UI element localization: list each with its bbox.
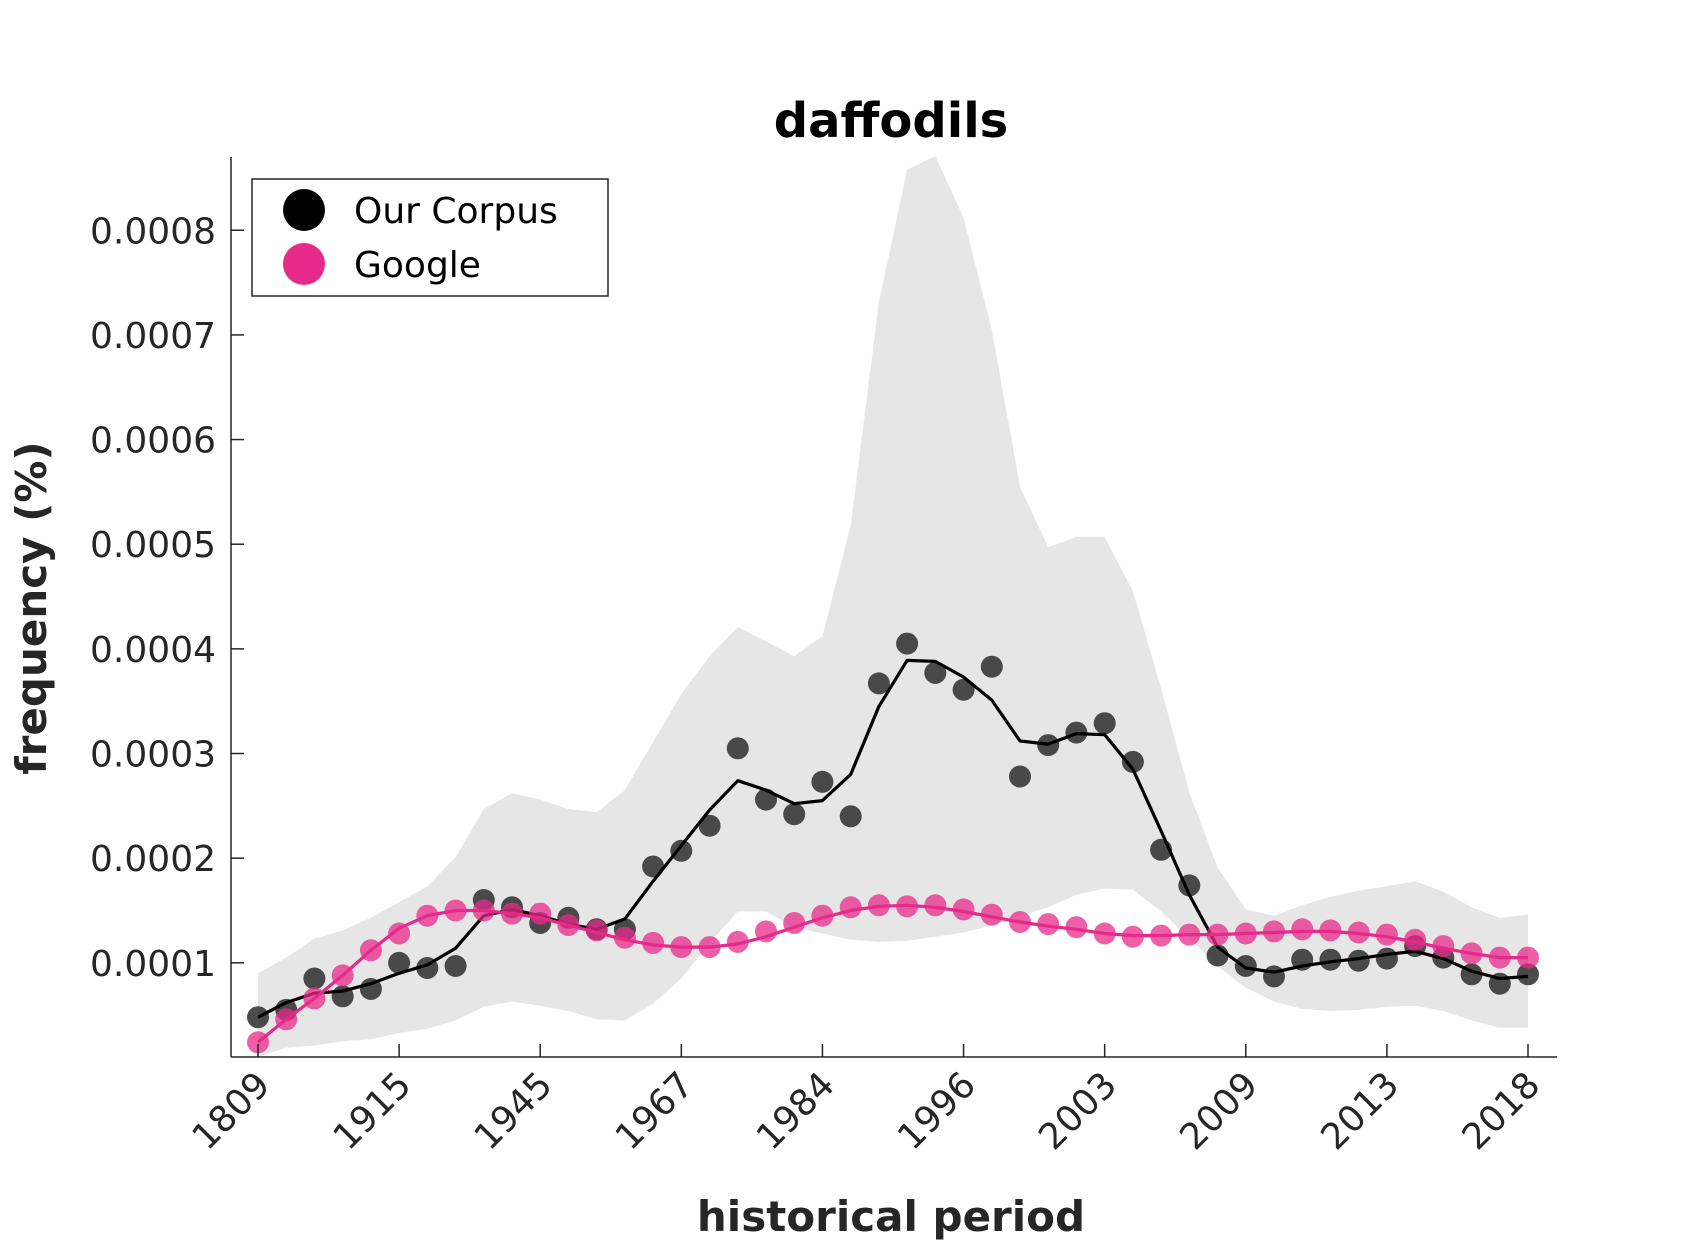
- y-tick-label: 0.0008: [90, 211, 216, 252]
- y-axis-label: frequency (%): [7, 441, 56, 774]
- our-corpus-point: [783, 803, 806, 826]
- our-corpus-point: [1347, 949, 1370, 972]
- google-point: [1432, 935, 1455, 958]
- our-corpus-point: [1319, 948, 1342, 971]
- our-corpus-point: [1263, 965, 1285, 988]
- legend: Our Corpus Google: [251, 178, 609, 297]
- google-point: [642, 931, 665, 954]
- our-corpus-point: [924, 661, 947, 684]
- our-corpus-point: [642, 855, 665, 878]
- our-corpus-point: [698, 814, 721, 837]
- legend-label-our-corpus: Our Corpus: [354, 191, 558, 232]
- our-corpus-point: [839, 805, 862, 828]
- y-tick-label: 0.0001: [90, 944, 216, 985]
- google-point: [613, 926, 636, 949]
- our-corpus-point: [1121, 750, 1144, 773]
- google-point: [839, 896, 862, 919]
- our-corpus-point: [1517, 963, 1539, 986]
- legend-marker-google: [283, 243, 325, 285]
- our-corpus-point: [952, 678, 975, 701]
- our-corpus-trend-line: [257, 658, 1529, 1019]
- our-corpus-confidence-band: [258, 156, 1528, 1057]
- google-point: [388, 922, 411, 945]
- google-point: [1291, 918, 1314, 941]
- our-corpus-point: [303, 967, 326, 990]
- our-corpus-point: [1093, 712, 1116, 735]
- google-point: [726, 930, 749, 953]
- y-tick-label: 0.0003: [90, 735, 216, 776]
- google-point: [980, 903, 1003, 926]
- legend-label-google: Google: [354, 245, 481, 286]
- our-corpus-point: [670, 839, 693, 862]
- plot-area: [247, 156, 1539, 1057]
- our-corpus-point: [980, 655, 1003, 678]
- legend-marker-our-corpus: [283, 189, 325, 231]
- our-corpus-point: [1234, 955, 1257, 977]
- google-point: [1065, 916, 1088, 939]
- our-corpus-point: [726, 737, 749, 760]
- our-corpus-point: [1375, 947, 1398, 970]
- google-point: [1404, 928, 1427, 951]
- y-tick-label: 0.0004: [90, 630, 216, 671]
- y-tick-label: 0.0007: [90, 316, 216, 357]
- chart-title: daffodils: [774, 93, 1008, 149]
- google-point: [1375, 923, 1398, 946]
- our-corpus-point: [811, 770, 834, 793]
- our-corpus-point: [1009, 765, 1031, 788]
- our-corpus-point: [896, 632, 919, 655]
- google-point: [1037, 913, 1060, 936]
- google-point: [585, 919, 608, 942]
- x-axis-label: historical period: [697, 1192, 1085, 1241]
- our-corpus-point: [755, 788, 777, 811]
- our-corpus-point: [388, 951, 411, 974]
- y-tick-label: 0.0006: [90, 421, 216, 462]
- google-point: [924, 894, 947, 917]
- google-point: [952, 898, 975, 921]
- y-tick-label: 0.0002: [90, 839, 216, 880]
- y-tick-label: 0.0005: [90, 525, 216, 566]
- google-trend-line: [256, 903, 1528, 1044]
- our-corpus-point: [444, 955, 467, 977]
- our-corpus-point: [867, 672, 890, 695]
